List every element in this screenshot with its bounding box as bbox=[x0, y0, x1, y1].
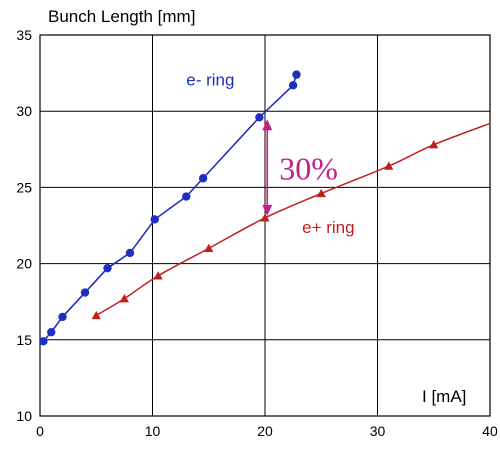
e-plus-ring-point bbox=[260, 213, 270, 222]
e-minus-ring-point bbox=[292, 70, 301, 79]
grid-lines bbox=[39, 34, 491, 417]
x-tick-label: 10 bbox=[145, 423, 161, 439]
e-plus-ring-point bbox=[429, 140, 439, 149]
y-tick-label: 30 bbox=[16, 103, 32, 119]
y-tick-label: 10 bbox=[16, 408, 32, 424]
e-minus-ring-point bbox=[103, 263, 112, 273]
e-minus-ring-point bbox=[39, 337, 48, 346]
e-minus-ring-point bbox=[255, 113, 264, 122]
x-tick-label: 20 bbox=[257, 423, 273, 439]
e-minus-ring-point bbox=[58, 312, 67, 322]
annotation-arrow-head-down bbox=[262, 204, 273, 216]
y-tick-label: 35 bbox=[16, 27, 32, 43]
x-axis-title: I [mA] bbox=[422, 387, 466, 406]
e-minus-ring-point bbox=[198, 174, 208, 183]
e-plus-ring-point bbox=[153, 271, 163, 280]
x-tick-label: 40 bbox=[482, 423, 498, 439]
y-tick-label: 20 bbox=[16, 256, 32, 272]
x-tick-label: 0 bbox=[36, 423, 44, 439]
e-plus-ring-point bbox=[91, 310, 101, 320]
series-markers bbox=[39, 70, 439, 346]
axis-titles: e- ring e+ ring Bunch Length [mm] I [mA] bbox=[48, 7, 466, 406]
e-minus-ring-point bbox=[47, 327, 56, 337]
e-minus-ring-point bbox=[80, 288, 90, 297]
y-tick-label: 15 bbox=[16, 332, 32, 348]
e-plus-ring-point bbox=[119, 294, 129, 303]
annotation-arrow-head-up bbox=[262, 119, 273, 131]
e-minus-ring-point bbox=[125, 248, 135, 258]
e-minus-ring-point bbox=[182, 192, 191, 201]
e-plus-ring-label: e+ ring bbox=[302, 218, 354, 237]
annotation-label: 30% bbox=[279, 151, 338, 187]
e-minus-ring-point bbox=[150, 215, 159, 224]
x-tick-label: 30 bbox=[370, 423, 386, 439]
y-tick-label: 25 bbox=[16, 179, 32, 195]
e-plus-ring-point bbox=[316, 188, 326, 198]
e-minus-ring-label: e- ring bbox=[186, 70, 234, 89]
e-plus-ring-point bbox=[384, 161, 394, 170]
e-minus-ring-point bbox=[288, 81, 298, 90]
annotation-group: 30% bbox=[262, 119, 338, 216]
y-axis-title: Bunch Length [mm] bbox=[48, 7, 195, 26]
e-plus-ring-point bbox=[204, 243, 214, 253]
plot-frame bbox=[39, 34, 491, 417]
